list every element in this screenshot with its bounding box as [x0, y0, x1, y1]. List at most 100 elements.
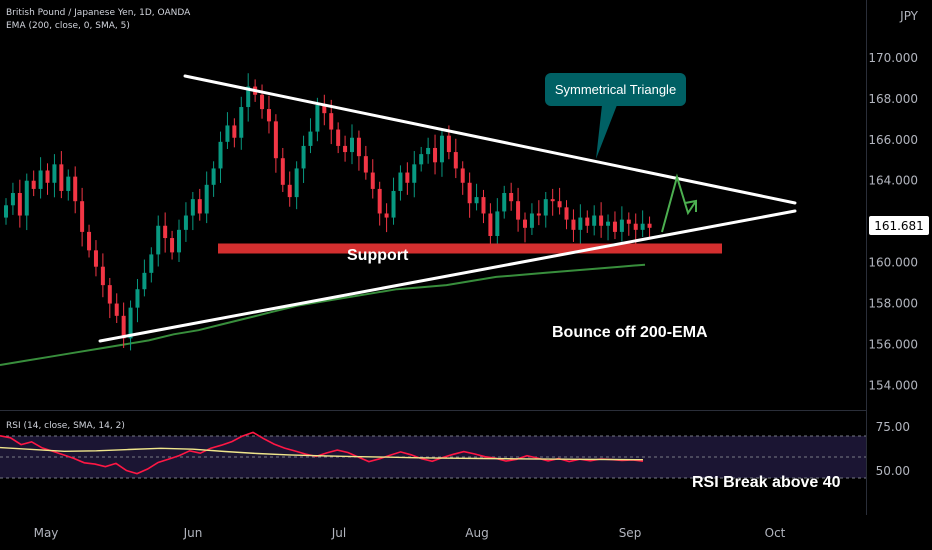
candle [426, 137, 431, 164]
candle [73, 166, 78, 214]
candle [536, 200, 541, 226]
candle [488, 203, 493, 249]
price-tick-3: 164.000 [868, 174, 918, 188]
last-price-value: 161.681 [874, 219, 924, 233]
time-tick-sep: Sep [619, 526, 642, 540]
candle [453, 138, 458, 179]
rsi-tick-75: 75.00 [876, 420, 910, 434]
candle [612, 211, 617, 240]
candle [433, 134, 438, 175]
candle [640, 210, 645, 238]
candle [322, 94, 327, 126]
support-zone [218, 243, 722, 254]
rsi-line [0, 431, 644, 475]
time-tick-jun: Jun [183, 526, 203, 540]
price-tick-1: 168.000 [868, 92, 918, 106]
candle [31, 170, 36, 197]
candle [211, 161, 216, 197]
candle [571, 209, 576, 242]
candle [474, 183, 479, 211]
ema-200-path [0, 263, 646, 366]
candle [377, 181, 382, 226]
candle [336, 122, 341, 154]
candle [363, 145, 368, 180]
candle [260, 84, 265, 119]
candle [543, 191, 548, 228]
candle [52, 154, 57, 198]
candlesticks [4, 73, 652, 351]
candle [239, 96, 244, 150]
rsi-lines [0, 431, 644, 475]
ema-legend: EMA (200, close, 0, SMA, 5) [6, 21, 130, 31]
candle [384, 203, 389, 233]
candle [287, 171, 292, 207]
triangle-lower-line [98, 209, 797, 343]
candle [273, 114, 278, 173]
candle [301, 135, 306, 183]
candle [135, 278, 140, 323]
candle [405, 162, 410, 195]
rsi-break-label: RSI Break above 40 [692, 474, 841, 491]
rsi-tick-50: 50.00 [876, 464, 910, 478]
candle [4, 198, 8, 225]
candle [606, 214, 611, 241]
candle [599, 202, 604, 238]
candle [356, 130, 361, 171]
candle [529, 203, 534, 235]
candle [170, 230, 175, 260]
candle [24, 173, 29, 231]
candle [80, 187, 85, 247]
candle [107, 277, 112, 319]
price-tick-2: 166.000 [868, 133, 918, 147]
candle [509, 182, 514, 211]
projection-arrow [661, 173, 697, 233]
candle [66, 169, 71, 201]
time-axis: May Jun Jul Aug Sep Oct [34, 526, 786, 540]
candle [398, 165, 403, 201]
candle [142, 259, 147, 297]
candle [177, 219, 181, 262]
candle [550, 188, 555, 216]
candle [592, 205, 597, 236]
currency-label: JPY [899, 9, 919, 23]
candle [197, 188, 202, 221]
candle [10, 182, 15, 215]
candle [45, 163, 50, 195]
candle [121, 302, 126, 348]
callout-text: Symmetrical Triangle [555, 82, 676, 97]
last-price-marker: 161.681 [869, 216, 929, 235]
price-tick-7: 156.000 [868, 337, 918, 351]
symbol-title: British Pound / Japanese Yen, 1D, OANDA [6, 8, 191, 18]
candle [467, 172, 472, 218]
candle [163, 212, 168, 253]
candle [93, 240, 98, 277]
time-tick-jul: Jul [331, 526, 346, 540]
price-tick-5: 160.000 [868, 256, 918, 270]
candle [232, 118, 237, 148]
candle [225, 112, 230, 149]
candle [439, 128, 444, 177]
candle [266, 95, 271, 134]
price-tick-6: 158.000 [868, 297, 918, 311]
ema-200-line [0, 263, 646, 366]
candle [100, 253, 105, 298]
time-tick-may: May [34, 526, 59, 540]
candle [564, 200, 569, 230]
price-tick-0: 170.000 [868, 51, 918, 65]
candle [626, 212, 631, 236]
projection-arrowhead [684, 199, 697, 212]
candle [557, 187, 562, 215]
price-tick-8: 154.000 [868, 378, 918, 392]
symmetrical-triangle-callout: Symmetrical Triangle [545, 73, 686, 159]
candle [412, 151, 417, 198]
candle [419, 146, 424, 172]
candle [516, 187, 521, 232]
candle [308, 118, 313, 154]
support-label: Support [347, 247, 409, 264]
time-tick-oct: Oct [765, 526, 786, 540]
candle [578, 204, 583, 245]
candle [38, 157, 43, 199]
rsi-ma-line [0, 446, 644, 461]
candle [523, 212, 527, 243]
